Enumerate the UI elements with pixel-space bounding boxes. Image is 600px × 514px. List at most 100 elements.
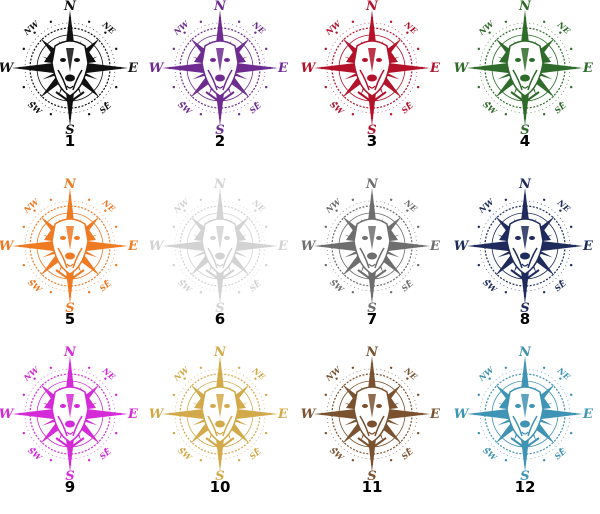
color-variant-4: N S E W NW NE SW SE 4 bbox=[450, 0, 600, 168]
color-variant-2: N S E W NW NE SW SE 2 bbox=[145, 0, 295, 168]
compass-label-e: E bbox=[127, 407, 139, 422]
color-variant-8: N S E W NW NE SW SE 8 bbox=[450, 178, 600, 346]
compass-label-n: N bbox=[213, 0, 227, 14]
compass-label-n: N bbox=[518, 346, 532, 360]
compass-label-nw: NW bbox=[21, 196, 41, 215]
compass-label-s: S bbox=[520, 301, 529, 316]
color-variant-1: N S E W NW NE SW SE 1 bbox=[0, 0, 145, 168]
compass-label-sw: SW bbox=[26, 445, 45, 463]
color-variant-11: N S E W NW NE SW SE 11 bbox=[297, 346, 447, 514]
variant-number: 7 bbox=[366, 310, 378, 328]
compass-label-n: N bbox=[63, 178, 77, 192]
compass-label-e: E bbox=[429, 61, 441, 76]
compass-label-ne: NE bbox=[100, 365, 118, 383]
compass-label-e: E bbox=[277, 239, 289, 254]
compass-label-ne: NE bbox=[100, 19, 118, 37]
compass-label-w: W bbox=[301, 239, 317, 254]
compass-label-e: E bbox=[582, 239, 594, 254]
compass-label-w: W bbox=[301, 407, 317, 422]
compass-label-s: S bbox=[367, 469, 376, 484]
compass-label-s: S bbox=[215, 469, 224, 484]
compass-label-se: SE bbox=[552, 277, 568, 293]
compass-label-sw: SW bbox=[176, 445, 195, 463]
variant-number: 4 bbox=[519, 132, 531, 150]
compass-label-e: E bbox=[582, 407, 594, 422]
compass-label-e: E bbox=[429, 239, 441, 254]
compass-label-sw: SW bbox=[328, 99, 347, 117]
compass-label-n: N bbox=[213, 346, 227, 360]
compass-label-w: W bbox=[149, 239, 165, 254]
variant-number: 12 bbox=[514, 478, 536, 496]
compass-label-s: S bbox=[65, 123, 74, 138]
compass-label-se: SE bbox=[247, 445, 263, 461]
compass-label-s: S bbox=[215, 123, 224, 138]
compass-label-e: E bbox=[582, 61, 594, 76]
compass-label-ne: NE bbox=[555, 19, 573, 37]
compass-label-s: S bbox=[367, 123, 376, 138]
compass-label-sw: SW bbox=[176, 277, 195, 295]
compass-label-w: W bbox=[0, 407, 15, 422]
color-variant-6: N S E W NW NE SW SE 6 bbox=[145, 178, 295, 346]
compass-label-n: N bbox=[365, 0, 379, 14]
compass-label-s: S bbox=[520, 469, 529, 484]
compass-label-nw: NW bbox=[323, 196, 343, 215]
compass-label-ne: NE bbox=[402, 365, 420, 383]
compass-label-nw: NW bbox=[323, 18, 343, 37]
color-variant-10: N S E W NW NE SW SE 10 bbox=[145, 346, 295, 514]
variant-number: 11 bbox=[361, 478, 383, 496]
compass-label-e: E bbox=[277, 407, 289, 422]
compass-label-s: S bbox=[65, 469, 74, 484]
variant-number: 1 bbox=[64, 132, 76, 150]
variant-number: 3 bbox=[366, 132, 378, 150]
compass-label-sw: SW bbox=[176, 99, 195, 117]
compass-label-sw: SW bbox=[481, 99, 500, 117]
compass-label-w: W bbox=[454, 239, 470, 254]
compass-label-n: N bbox=[63, 0, 77, 14]
compass-label-e: E bbox=[127, 239, 139, 254]
compass-label-ne: NE bbox=[555, 365, 573, 383]
compass-label-e: E bbox=[277, 61, 289, 76]
compass-label-ne: NE bbox=[100, 197, 118, 215]
compass-label-se: SE bbox=[97, 99, 113, 115]
compass-label-nw: NW bbox=[171, 18, 191, 37]
compass-label-s: S bbox=[65, 301, 74, 316]
color-variant-9: N S E W NW NE SW SE 9 bbox=[0, 346, 145, 514]
compass-label-n: N bbox=[213, 178, 227, 192]
compass-label-n: N bbox=[365, 346, 379, 360]
compass-label-se: SE bbox=[97, 277, 113, 293]
compass-label-nw: NW bbox=[171, 364, 191, 383]
compass-label-w: W bbox=[0, 61, 15, 76]
variant-number: 6 bbox=[214, 310, 226, 328]
color-variant-12: N S E W NW NE SW SE 12 bbox=[450, 346, 600, 514]
compass-label-s: S bbox=[367, 301, 376, 316]
compass-label-nw: NW bbox=[171, 196, 191, 215]
compass-label-sw: SW bbox=[26, 277, 45, 295]
compass-label-se: SE bbox=[399, 277, 415, 293]
compass-label-sw: SW bbox=[328, 277, 347, 295]
variant-number: 5 bbox=[64, 310, 76, 328]
color-variant-5: N S E W NW NE SW SE 5 bbox=[0, 178, 145, 346]
compass-label-n: N bbox=[518, 178, 532, 192]
compass-label-sw: SW bbox=[26, 99, 45, 117]
compass-label-se: SE bbox=[552, 99, 568, 115]
compass-label-w: W bbox=[149, 407, 165, 422]
compass-label-n: N bbox=[518, 0, 532, 14]
variant-number: 2 bbox=[214, 132, 226, 150]
compass-label-e: E bbox=[429, 407, 441, 422]
compass-label-se: SE bbox=[247, 99, 263, 115]
compass-label-n: N bbox=[63, 346, 77, 360]
color-variant-3: N S E W NW NE SW SE 3 bbox=[297, 0, 447, 168]
compass-label-nw: NW bbox=[323, 364, 343, 383]
compass-label-se: SE bbox=[399, 99, 415, 115]
